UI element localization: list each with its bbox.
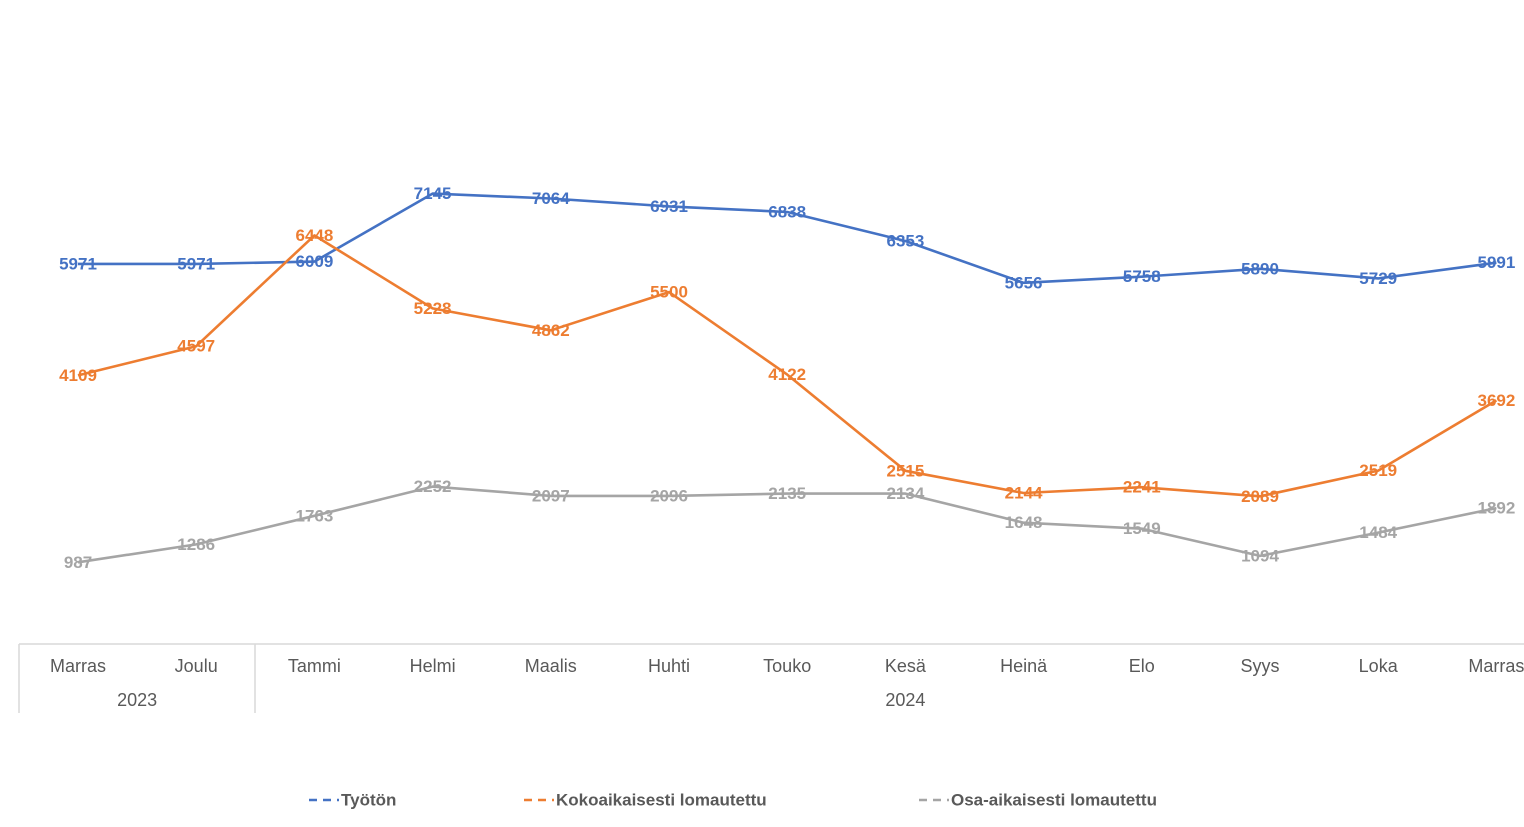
data-label: 2096	[650, 486, 688, 505]
data-label: 7145	[414, 184, 452, 203]
x-axis: Marras Joulu Tammi Helmi Maalis Huhti Touko Kes…	[18, 643, 1524, 713]
x-tick-label: Tammi	[288, 656, 341, 676]
x-tick-label: Kesä	[885, 656, 927, 676]
x-tick-label: Marras	[1468, 656, 1524, 676]
data-label: 2134	[886, 484, 924, 503]
data-label: 1094	[1241, 546, 1279, 565]
data-label: 1484	[1359, 523, 1397, 542]
data-label: 6838	[768, 203, 806, 222]
plot-area	[77, 192, 1498, 564]
data-labels: 5971 5971 6009 7145 7064 6931 6838 6353 5656 5758…	[59, 184, 1515, 572]
x-tick-label: Elo	[1129, 656, 1155, 676]
data-label: 5758	[1123, 267, 1161, 286]
data-label: 1892	[1477, 499, 1515, 518]
data-label: 2144	[1005, 484, 1043, 503]
data-label: 1549	[1123, 519, 1161, 538]
data-label: 4597	[177, 337, 215, 356]
data-label: 1763	[295, 506, 333, 525]
data-label: 5228	[414, 299, 452, 318]
data-label: 5500	[650, 283, 688, 302]
data-label: 2135	[768, 484, 806, 503]
series-line	[78, 192, 1497, 285]
x-group-label: 2023	[117, 690, 157, 710]
data-label: 3692	[1477, 391, 1515, 410]
data-label: 1286	[177, 535, 215, 554]
x-tick-label: Touko	[763, 656, 811, 676]
x-tick-label: Huhti	[648, 656, 690, 676]
legend: Työtön Kokoaikaisesti lomautettu Osa-aikai…	[309, 791, 1157, 810]
x-tick-label: Syys	[1240, 656, 1279, 676]
x-tick-label: Maalis	[525, 656, 577, 676]
x-tick-label: Marras	[50, 656, 106, 676]
data-label: 4109	[59, 366, 97, 385]
data-label: 5991	[1477, 253, 1515, 272]
x-tick-label: Loka	[1359, 656, 1399, 676]
data-label: 6353	[886, 232, 924, 251]
data-label: 7064	[532, 189, 570, 208]
legend-label: Kokoaikaisesti lomautettu	[556, 791, 767, 810]
x-tick-label: Joulu	[175, 656, 218, 676]
data-label: 987	[64, 553, 92, 572]
data-label: 2241	[1123, 478, 1161, 497]
data-label: 2515	[886, 461, 924, 480]
data-label: 5656	[1005, 273, 1043, 292]
series-line	[77, 234, 1498, 498]
data-label: 1648	[1005, 513, 1043, 532]
data-label: 5971	[177, 254, 215, 273]
data-label: 6931	[650, 197, 688, 216]
x-group-label: 2024	[885, 690, 925, 710]
data-label: 5890	[1241, 259, 1279, 278]
series-line	[77, 485, 1497, 564]
data-label: 4122	[768, 365, 806, 384]
x-tick-label: Helmi	[410, 656, 456, 676]
data-label: 6009	[295, 252, 333, 271]
data-label: 4862	[532, 321, 570, 340]
data-label: 2252	[414, 477, 452, 496]
legend-label: Työtön	[341, 791, 396, 810]
data-label: 2089	[1241, 487, 1279, 506]
data-label: 2097	[532, 486, 570, 505]
legend-label: Osa-aikaisesti lomautettu	[951, 791, 1157, 810]
data-label: 6448	[295, 226, 333, 245]
data-label: 5971	[59, 254, 97, 273]
data-label: 5729	[1359, 269, 1397, 288]
x-tick-label: Heinä	[1000, 656, 1048, 676]
data-label: 2519	[1359, 461, 1397, 480]
